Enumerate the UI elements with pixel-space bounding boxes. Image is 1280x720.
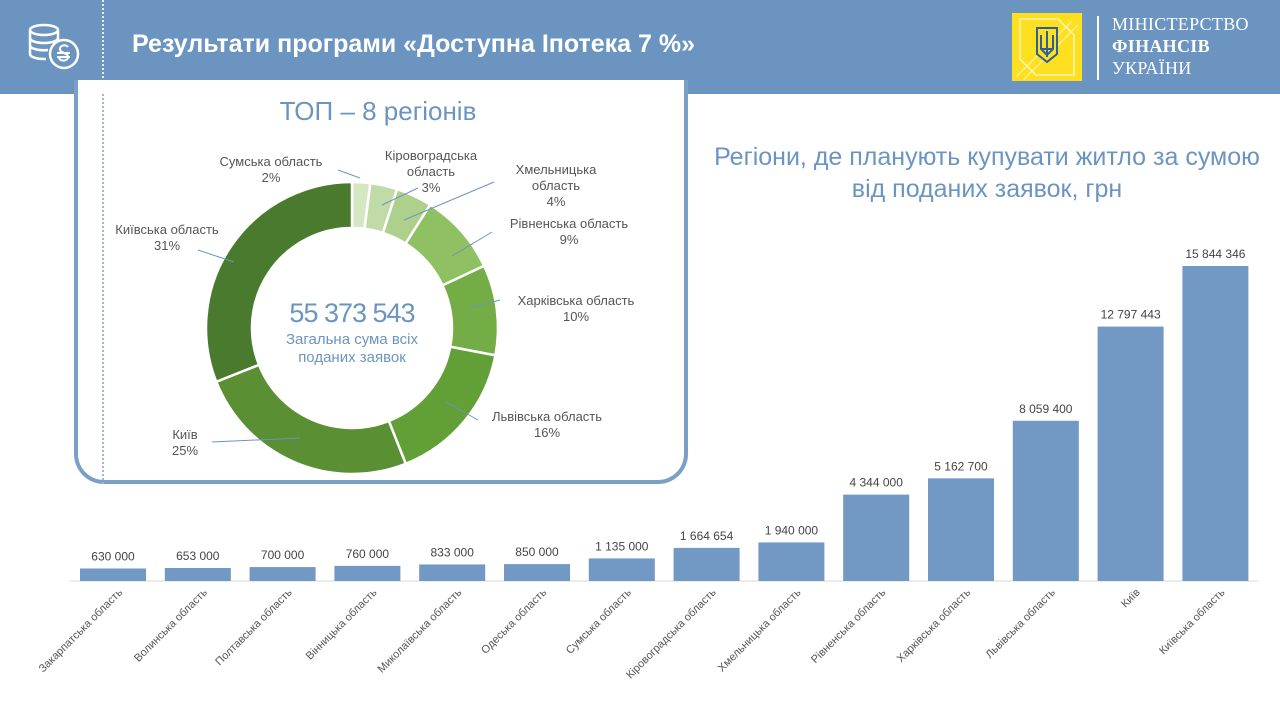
category-label: Вінницька область xyxy=(304,586,380,662)
slice-name: Харківська область xyxy=(517,293,635,308)
bar-chart-title: Регіони, де планують купувати житло за с… xyxy=(714,143,1260,203)
panel-dotted-line xyxy=(102,94,104,484)
slice-name: Львівська область xyxy=(491,409,603,424)
bar xyxy=(419,564,486,581)
category-label: Волинська область xyxy=(132,586,210,664)
leader-line xyxy=(403,181,495,221)
slice-name: Сумська область xyxy=(219,154,323,169)
donut-panel xyxy=(74,80,688,484)
bar xyxy=(249,567,316,581)
bar-value-label: 850 000 xyxy=(515,545,559,559)
bar xyxy=(758,542,825,581)
slice-percent: 31% xyxy=(153,238,181,253)
bar-value-label: 1 135 000 xyxy=(595,539,649,553)
bar xyxy=(928,478,994,581)
donut-total-caption: Загальна сума всіх поданих заявок xyxy=(285,331,419,366)
slice-label-kyivska: Київська область 31% xyxy=(100,222,234,254)
ministry-separator xyxy=(1097,16,1099,80)
leader-line xyxy=(469,299,501,309)
leader-line xyxy=(451,231,493,257)
slice-percent: 25% xyxy=(171,443,199,458)
slice-name: Рівненська область xyxy=(509,216,629,231)
slice-percent: 10% xyxy=(562,309,590,324)
category-label: Одеська область xyxy=(479,586,549,656)
slice-name: Київська область xyxy=(115,222,219,237)
bar-value-label: 12 797 443 xyxy=(1101,308,1161,322)
bar-value-label: 653 000 xyxy=(176,549,220,563)
leader-line xyxy=(381,187,419,206)
slice-label-sumska: Сумська область 2% xyxy=(206,154,336,186)
donut-title: ТОП – 8 регіонів xyxy=(279,96,477,126)
ministry-line-2: ФІНАНСІВ xyxy=(1112,36,1210,56)
trident-emblem-icon xyxy=(1012,13,1082,81)
bar-value-label: 833 000 xyxy=(431,545,475,559)
bar xyxy=(673,547,740,581)
leader-line xyxy=(337,169,361,179)
category-label: Харківська область xyxy=(895,586,973,664)
category-label: Львівська область xyxy=(984,586,1059,661)
slice-percent: 16% xyxy=(533,425,561,440)
header-divider xyxy=(102,0,104,94)
slice-label-kirovohradska: Кіровоградська область 3% xyxy=(372,148,490,196)
slice-label-lvivska: Львівська область 16% xyxy=(478,409,616,441)
bar xyxy=(1097,326,1164,581)
donut-total-value: 55 373 543 xyxy=(289,298,415,328)
bar xyxy=(843,494,910,581)
slice-name: Київ xyxy=(172,427,198,442)
bar xyxy=(334,565,401,581)
bar xyxy=(1012,420,1079,581)
category-label: Закарпатська область xyxy=(37,586,126,675)
ministry-line-1: МІНІСТЕРСТВО xyxy=(1112,14,1249,34)
bar-value-label: 630 000 xyxy=(91,549,135,563)
leader-line xyxy=(445,401,479,421)
category-label: Миколаївська область xyxy=(375,586,464,675)
bar-value-label: 8 059 400 xyxy=(1019,402,1073,416)
bar-value-label: 1 664 654 xyxy=(680,529,734,543)
slice-percent: 4% xyxy=(546,194,566,209)
slice-percent: 3% xyxy=(421,180,441,195)
slice-percent: 2% xyxy=(261,170,281,185)
bar-value-label: 5 162 700 xyxy=(934,459,988,473)
category-label: Полтавська область xyxy=(213,586,295,668)
category-label: Київська область xyxy=(1157,586,1228,657)
slice-percent: 9% xyxy=(559,232,579,247)
bar xyxy=(164,568,231,581)
category-label: Рівненська область xyxy=(809,586,888,665)
bar-value-label: 760 000 xyxy=(346,547,390,561)
category-label: Київ xyxy=(1119,587,1143,611)
coins-hryvnia-icon xyxy=(28,23,80,70)
bar-value-label: 1 940 000 xyxy=(765,523,819,537)
bar-value-label: 700 000 xyxy=(261,548,305,562)
leader-line xyxy=(211,437,301,443)
bar xyxy=(588,558,655,581)
ministry-name: МІНІСТЕРСТВО ФІНАНСІВ УКРАЇНИ xyxy=(1112,13,1249,79)
bar xyxy=(1182,266,1249,581)
category-label: Хмельницька область xyxy=(716,586,804,674)
slice-label-khmelnytska: Хмельницька область 4% xyxy=(502,162,610,210)
slice-label-kyiv: Київ 25% xyxy=(160,427,210,459)
bar xyxy=(80,568,146,581)
bar xyxy=(504,564,570,581)
slice-name: Кіровоградська область xyxy=(384,148,478,179)
slice-label-rivnenska: Рівненська область 9% xyxy=(494,216,644,248)
ministry-line-3: УКРАЇНИ xyxy=(1112,58,1192,78)
category-label: Кіровоградська область xyxy=(624,586,719,681)
slice-label-kharkivska: Харківська область 10% xyxy=(502,293,650,325)
category-label: Сумська область xyxy=(564,586,634,656)
slice-name: Хмельницька область xyxy=(515,162,597,193)
bar-value-label: 4 344 000 xyxy=(850,476,904,490)
donut-slice xyxy=(204,180,354,384)
page-title: Результати програми «Доступна Іпотека 7 … xyxy=(132,30,696,58)
bar-value-label: 15 844 346 xyxy=(1185,247,1245,261)
leader-line xyxy=(197,249,235,263)
